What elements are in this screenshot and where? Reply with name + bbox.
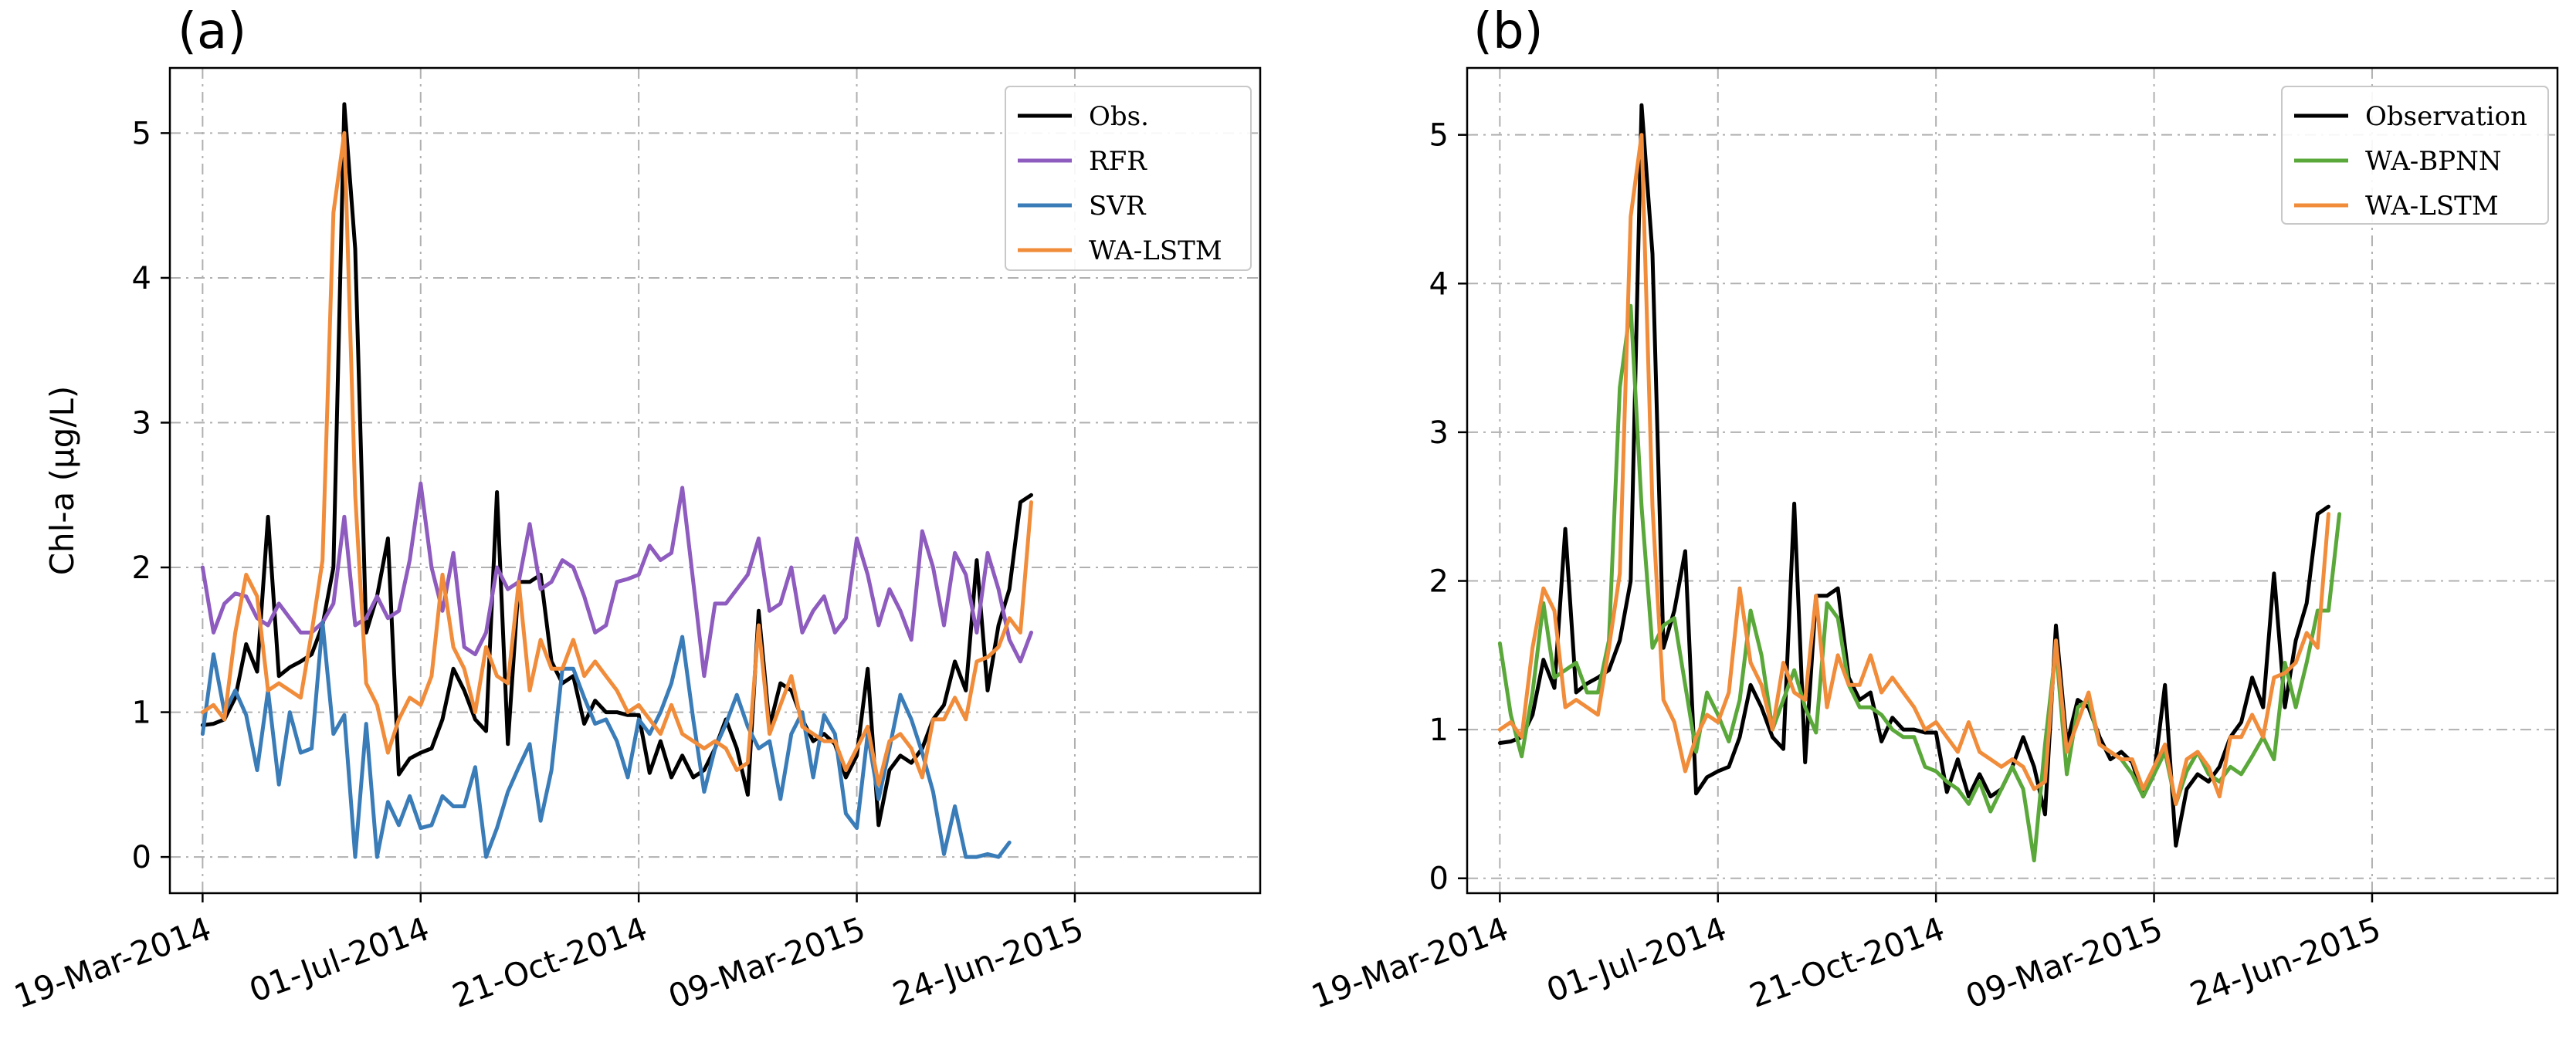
legend-label: Observation bbox=[2365, 101, 2527, 132]
y-tick-label: 3 bbox=[1429, 415, 1449, 451]
legend-box bbox=[1005, 86, 1252, 271]
x-tick-label: 09-Mar-2015 bbox=[1961, 909, 2168, 1015]
plot-frame bbox=[1466, 66, 2559, 895]
series-line-rfr bbox=[200, 481, 1033, 679]
x-tick-label: 24-Jun-2015 bbox=[888, 909, 1089, 1013]
y-tick-label: 1 bbox=[132, 696, 151, 731]
panel-a: 0 1 2 3 4 5 19-Mar-2014 01-Jul-2014 21-Oct-2014 0… bbox=[9, 3, 1262, 1016]
y-tick-label: 2 bbox=[132, 550, 151, 586]
legend-label: WA-LSTM bbox=[2365, 191, 2499, 222]
y-tick-label: 4 bbox=[1429, 266, 1449, 302]
x-tick-label: 01-Jul-2014 bbox=[1541, 909, 1731, 1009]
x-tick-label: 01-Jul-2014 bbox=[244, 909, 434, 1009]
x-tick-label: 09-Mar-2015 bbox=[663, 909, 870, 1015]
legend-label: WA-BPNN bbox=[2365, 146, 2502, 177]
y-tick-label: 3 bbox=[132, 405, 151, 441]
panel-label: (b) bbox=[1473, 3, 1544, 60]
y-tick-label: 2 bbox=[1429, 564, 1449, 600]
y-tick-label: 5 bbox=[132, 116, 151, 151]
x-tick-label: 21-Oct-2014 bbox=[1744, 909, 1949, 1014]
series-line-observation bbox=[1497, 103, 2330, 848]
y-tick-label: 0 bbox=[1429, 862, 1449, 897]
y-tick-label: 5 bbox=[1429, 118, 1449, 154]
series-line-svr bbox=[200, 620, 1012, 859]
legend-label: RFR bbox=[1089, 146, 1147, 177]
legend-label: SVR bbox=[1089, 191, 1147, 222]
series-line-wa-lstm bbox=[200, 130, 1033, 787]
x-tick-label: 19-Mar-2014 bbox=[9, 909, 216, 1015]
x-tick-label: 21-Oct-2014 bbox=[447, 909, 652, 1014]
legend-label: Obs. bbox=[1089, 101, 1149, 132]
y-tick-label: 1 bbox=[1429, 713, 1449, 748]
series-line-wa-lstm bbox=[1497, 133, 2330, 806]
x-tick-label: 19-Mar-2014 bbox=[1307, 909, 1513, 1015]
series-line-obs- bbox=[200, 102, 1033, 828]
legend-box bbox=[2281, 86, 2549, 225]
legend-label: WA-LSTM bbox=[1089, 235, 1222, 266]
x-tick-label: 24-Jun-2015 bbox=[2185, 909, 2386, 1013]
y-tick-label: 4 bbox=[132, 261, 151, 296]
y-tick-label: 0 bbox=[132, 840, 151, 875]
y-axis-label: Chl-a (μg/L) bbox=[43, 386, 81, 576]
panel-b: 0 1 2 3 4 5 19-Mar-2014 01-Jul-2014 21-Oct-2014 0… bbox=[1307, 3, 2559, 1016]
plot-frame bbox=[168, 66, 1262, 895]
panel-label: (a) bbox=[178, 3, 246, 60]
